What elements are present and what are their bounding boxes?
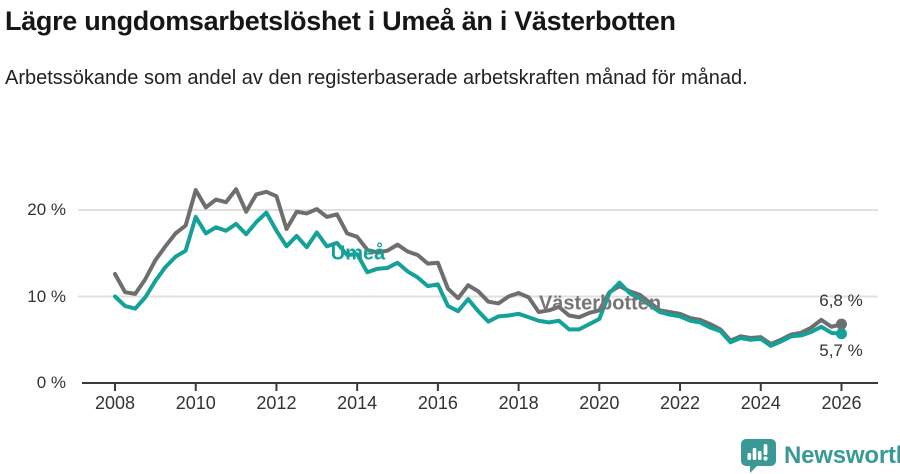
x-axis-tick-label: 2008	[95, 393, 135, 413]
series-label-vasterbotten: Västerbotten	[538, 292, 662, 315]
newsworthy-logo: Newsworthy	[740, 438, 900, 474]
series-end-dot-västerbotten	[835, 318, 847, 330]
x-axis-tick-label: 2012	[256, 393, 296, 413]
x-axis-tick-label: 2020	[579, 393, 619, 413]
chart-subtitle: Arbetssökande som andel av den registerb…	[5, 67, 748, 89]
y-axis-tick-20: 20 %	[27, 200, 66, 219]
brand-name: Newsworthy	[784, 442, 900, 469]
newsworthy-bubble-icon	[741, 439, 776, 473]
end-value-label-vasterbotten: 6,8 %	[819, 291, 863, 310]
x-axis-tick-label: 2014	[337, 393, 377, 413]
bar-2	[752, 448, 757, 460]
x-axis-tick-label: 2018	[499, 393, 539, 413]
x-axis-tick-label: 2022	[660, 393, 700, 413]
end-value-label-umea: 5,7 %	[819, 341, 863, 360]
series-line-västerbotten	[113, 187, 844, 347]
bar-3	[757, 451, 762, 460]
series-label-umea: Umeå	[330, 242, 386, 265]
x-axis-tick-label: 2010	[176, 393, 216, 413]
exclamation-dot	[763, 456, 768, 461]
series-end-dot-umeå	[835, 328, 847, 340]
x-axis-tick-label: 2026	[821, 393, 861, 413]
x-axis-tick-label: 2016	[418, 393, 458, 413]
y-axis-tick-0: 0 %	[36, 373, 66, 392]
x-axis-tick-label: 2024	[741, 393, 781, 413]
y-axis-tick-10: 10 %	[27, 287, 66, 306]
series-line-umeå	[113, 210, 844, 348]
exclamation-stem	[763, 444, 768, 455]
page-title: Lägre ungdomsarbetslöshet i Umeå än i Vä…	[5, 6, 676, 36]
bar-1	[747, 453, 752, 460]
